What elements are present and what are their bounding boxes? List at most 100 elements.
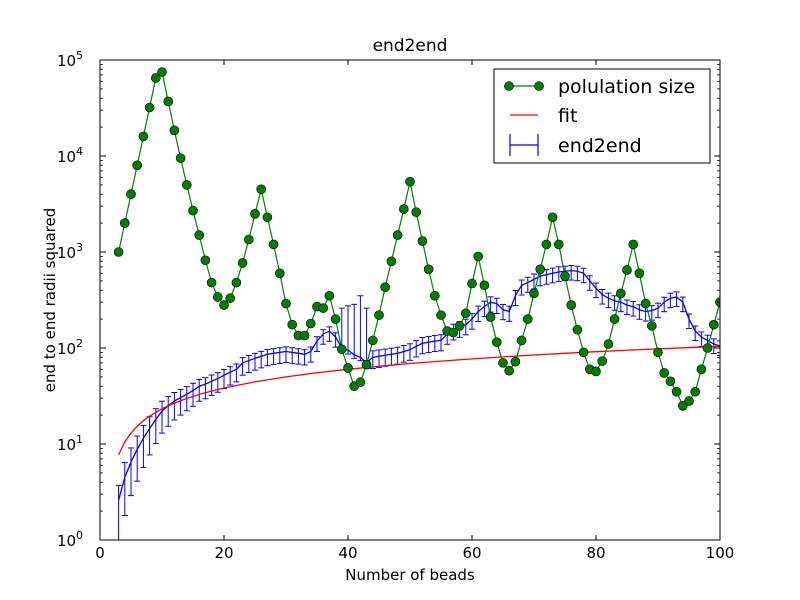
population-point xyxy=(597,356,608,366)
population-point xyxy=(250,208,260,219)
legend-label-fit: fit xyxy=(558,105,577,127)
population-point xyxy=(256,184,267,195)
population-point xyxy=(560,271,570,281)
population-point xyxy=(299,330,310,341)
population-point xyxy=(467,278,477,289)
population-point xyxy=(553,239,564,250)
legend-entry-fit: fit xyxy=(510,105,577,127)
population-point xyxy=(374,310,384,320)
population-point xyxy=(609,314,620,324)
population-point xyxy=(324,290,335,301)
population-point xyxy=(244,234,254,245)
x-tick-label: 40 xyxy=(338,544,357,562)
population-point xyxy=(547,212,558,223)
legend-marker-population xyxy=(534,81,544,91)
population-point xyxy=(622,265,632,275)
y-axis-label: end to end radii squared xyxy=(41,208,59,392)
population-point xyxy=(163,96,173,107)
y-tick-label: 105 xyxy=(57,49,83,70)
population-point xyxy=(274,268,285,279)
population-point xyxy=(188,205,198,216)
population-point xyxy=(138,131,149,142)
population-point xyxy=(151,73,161,83)
population-point xyxy=(504,365,515,376)
population-point xyxy=(529,288,539,299)
population-point xyxy=(386,256,397,267)
y-tick-label: 100 xyxy=(57,529,83,550)
population-point xyxy=(182,180,192,190)
population-point xyxy=(640,298,651,309)
population-point xyxy=(144,102,155,113)
population-point xyxy=(684,396,694,406)
x-tick-label: 60 xyxy=(462,544,481,562)
population-point xyxy=(423,264,434,275)
population-point xyxy=(615,288,626,299)
population-point xyxy=(516,335,527,346)
population-point xyxy=(194,230,204,240)
population-point xyxy=(206,277,217,288)
population-point xyxy=(696,364,707,375)
population-point xyxy=(132,160,142,171)
population-point xyxy=(367,335,378,346)
population-point xyxy=(175,153,186,163)
population-point xyxy=(708,319,719,330)
population-point xyxy=(659,368,670,378)
population-point xyxy=(113,247,124,257)
population-point xyxy=(541,239,552,250)
population-point xyxy=(603,339,614,349)
population-point xyxy=(231,277,242,288)
population-point xyxy=(436,310,446,320)
y-axis: 100 101 102 103 104 105 xyxy=(57,49,720,550)
y-tick-label: 103 xyxy=(57,241,83,262)
population-point xyxy=(454,321,465,331)
population-point xyxy=(646,321,657,331)
population-point xyxy=(566,300,577,310)
x-axis: 0 20 40 60 80 100 xyxy=(95,60,734,562)
end2end-line xyxy=(117,269,720,501)
population-point xyxy=(281,298,291,309)
population-markers xyxy=(113,67,720,411)
population-point xyxy=(690,386,701,397)
legend: polulation size fit end2end xyxy=(493,68,711,164)
y-tick-label: 101 xyxy=(57,433,83,454)
population-point xyxy=(417,236,428,246)
series-layer xyxy=(113,67,720,540)
population-point xyxy=(510,356,521,367)
population-point xyxy=(578,347,589,358)
population-point xyxy=(485,312,496,322)
population-point xyxy=(361,359,372,370)
population-point xyxy=(405,176,415,187)
population-point xyxy=(268,239,279,250)
legend-entry-end2end: end2end xyxy=(509,134,642,157)
population-point xyxy=(318,303,329,313)
population-point xyxy=(305,318,316,329)
population-point xyxy=(411,207,422,217)
y-tick-label: 102 xyxy=(57,337,83,358)
population-point xyxy=(157,67,167,77)
end2end-errorbars xyxy=(115,265,720,540)
x-tick-label: 20 xyxy=(214,544,233,562)
population-point xyxy=(225,293,235,304)
population-point xyxy=(535,264,546,275)
population-point xyxy=(491,337,502,347)
population-point xyxy=(237,258,248,268)
x-tick-label: 0 xyxy=(95,544,105,562)
population-point xyxy=(200,255,211,266)
legend-marker-population xyxy=(504,81,514,91)
population-point xyxy=(473,251,484,262)
population-point xyxy=(213,292,223,302)
population-point xyxy=(572,324,583,335)
population-point xyxy=(522,314,533,324)
x-axis-label: Number of beads xyxy=(345,566,475,584)
population-point xyxy=(634,268,645,279)
population-point xyxy=(330,314,341,324)
population-point xyxy=(448,327,459,338)
x-tick-label: 100 xyxy=(706,544,735,562)
legend-label-end2end: end2end xyxy=(558,135,642,157)
population-point xyxy=(429,290,440,301)
population-point xyxy=(398,204,409,214)
population-point xyxy=(120,218,130,228)
population-point xyxy=(628,239,639,250)
legend-box xyxy=(493,68,711,164)
